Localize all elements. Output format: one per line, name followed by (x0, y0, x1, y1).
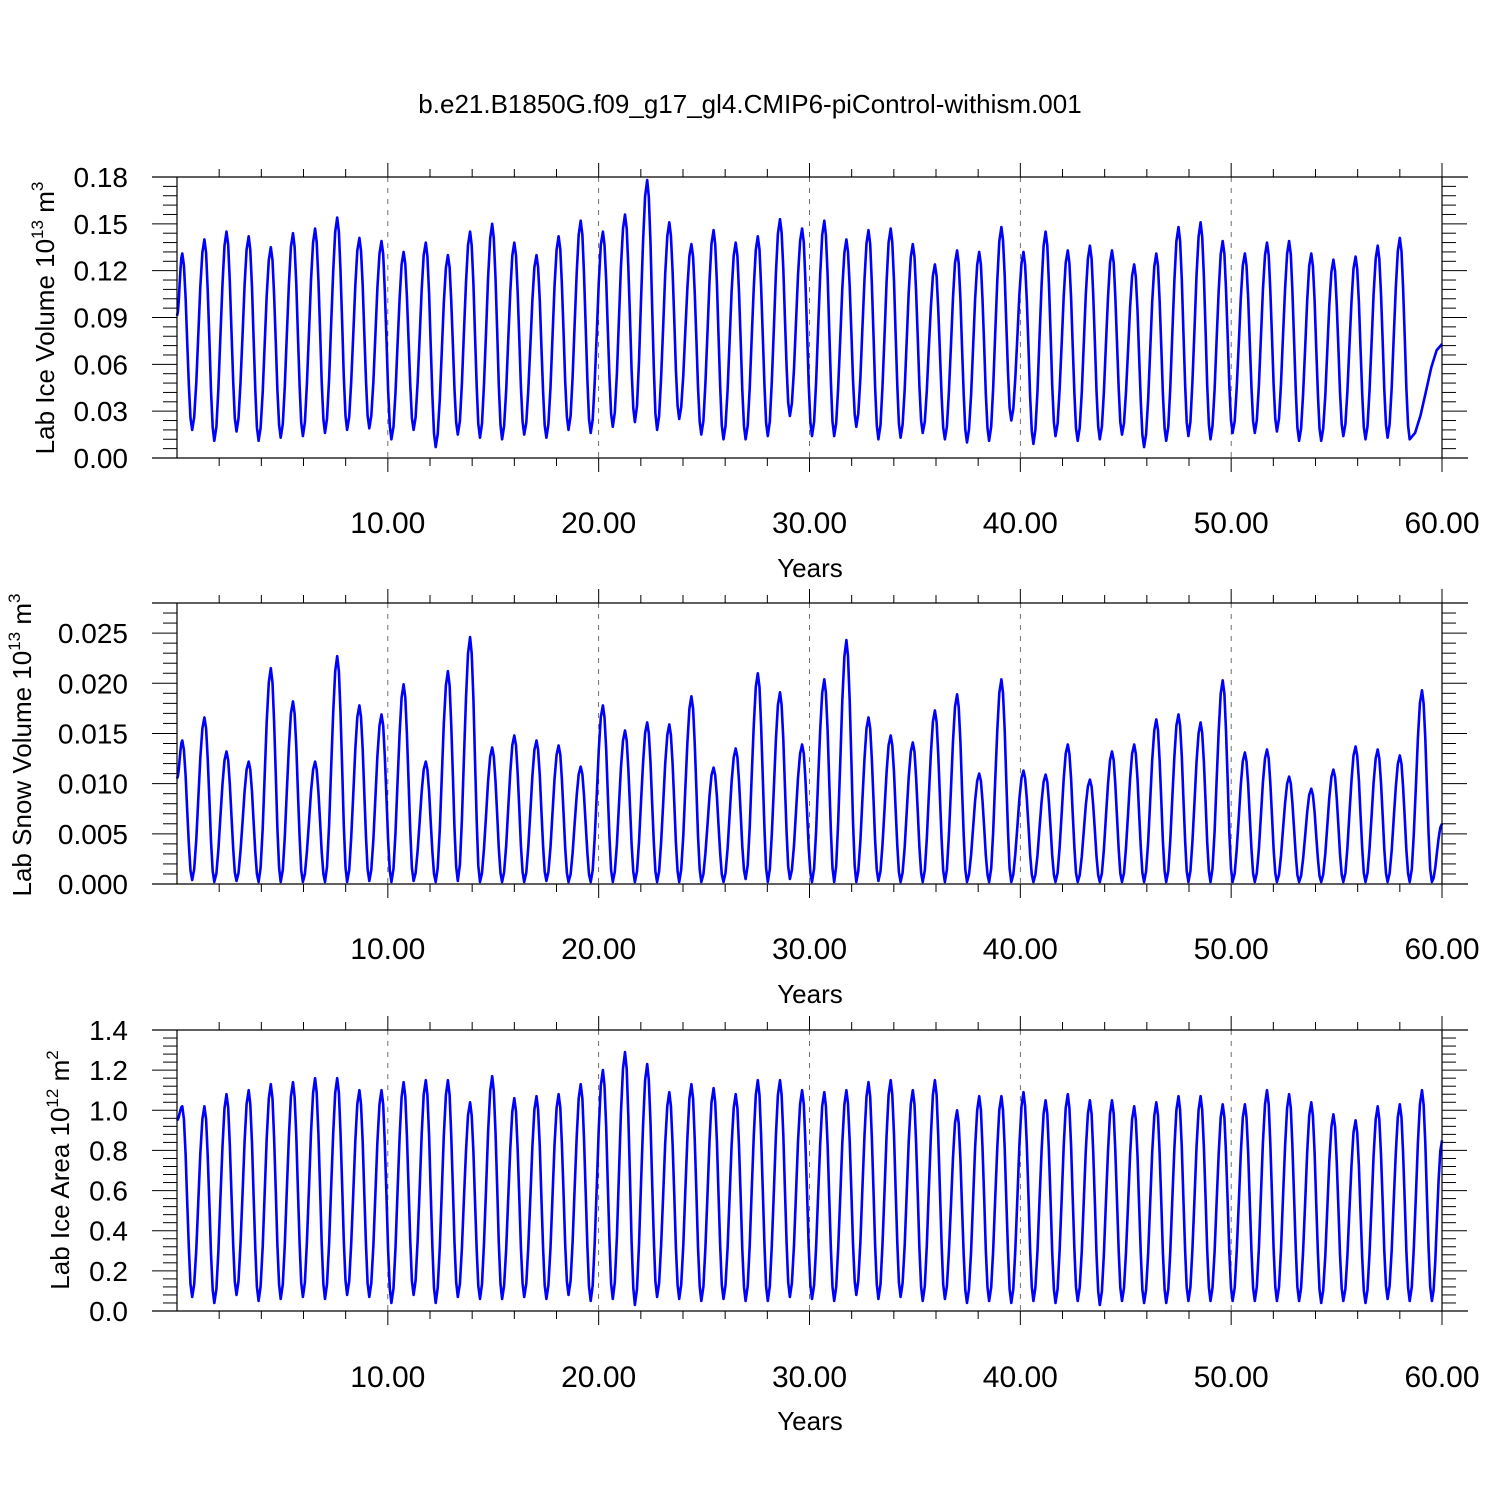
y-axis-label-text: m (30, 191, 60, 220)
x-tick-label: 20.00 (561, 1361, 636, 1394)
x-tick-label: 10.00 (350, 507, 425, 540)
data-series-line (176, 1050, 1444, 1307)
y-axis-label-superscript: 3 (5, 593, 24, 602)
y-tick-label: 0.010 (58, 769, 128, 800)
y-tick-label: 0.00 (74, 443, 129, 474)
y-tick-label: 0.03 (74, 396, 129, 427)
x-tick-label: 40.00 (983, 1361, 1058, 1394)
y-tick-label: 0.025 (58, 618, 128, 649)
y-axis-label-text: m (45, 1060, 75, 1089)
y-tick-label: 0.18 (74, 162, 129, 193)
x-tick-label: 40.00 (983, 933, 1058, 966)
data-series-line (175, 178, 1443, 449)
y-axis-label: Lab Ice Area 1012 m2 (43, 1050, 75, 1289)
y-tick-label: 0.4 (89, 1216, 128, 1247)
y-tick-label: 0.020 (58, 668, 128, 699)
x-axis-label: Years (777, 1406, 843, 1436)
y-tick-label: 1.0 (89, 1095, 128, 1126)
x-tick-label: 60.00 (1404, 507, 1479, 540)
y-axis-label-superscript: 2 (43, 1050, 62, 1059)
x-tick-label: 10.00 (350, 1361, 425, 1394)
x-tick-label: 50.00 (1194, 933, 1269, 966)
x-tick-label: 40.00 (983, 507, 1058, 540)
x-axis-label: Years (777, 979, 843, 1009)
y-tick-label: 0.6 (89, 1176, 128, 1207)
x-tick-label: 60.00 (1404, 1361, 1479, 1394)
y-axis-label-text: Lab Ice Area 10 (45, 1108, 75, 1290)
x-tick-label: 20.00 (561, 507, 636, 540)
x-tick-label: 30.00 (772, 933, 847, 966)
y-tick-label: 0.06 (74, 349, 129, 380)
y-axis-label-superscript: 12 (43, 1089, 62, 1108)
panel-ice-volume: 0.00 0.03 0.06 0.09 0.12 0.15 0.18 10.00 20.00 30… (28, 162, 1480, 583)
x-tick-label: 30.00 (772, 507, 847, 540)
y-tick-label: 1.4 (89, 1015, 128, 1046)
y-axis-label: Lab Snow Volume 1013 m3 (5, 593, 37, 896)
x-tick-label: 50.00 (1194, 507, 1269, 540)
y-tick-label: 0.8 (89, 1135, 128, 1166)
y-tick-label: 0.12 (74, 256, 129, 287)
y-tick-label: 0.0 (89, 1296, 128, 1327)
y-axis-label-superscript: 13 (28, 220, 47, 239)
x-tick-label: 60.00 (1404, 933, 1479, 966)
panel-snow-volume: 0.000 0.005 0.010 0.015 0.020 0.025 10.00 20.00… (5, 589, 1480, 1009)
y-axis-label-text: Lab Snow Volume 10 (7, 651, 37, 897)
x-tick-label: 10.00 (350, 933, 425, 966)
y-tick-label: 1.2 (89, 1055, 128, 1086)
chart-title: b.e21.B1850G.f09_g17_gl4.CMIP6-piControl… (418, 89, 1081, 119)
x-tick-label: 50.00 (1194, 1361, 1269, 1394)
y-axis-label-text: m (7, 603, 37, 632)
y-axis-label-superscript: 3 (28, 182, 47, 191)
y-tick-label: 0.2 (89, 1256, 128, 1287)
y-axis-label-text: Lab Ice Volume 10 (30, 239, 60, 454)
panel-ice-area: 0.0 0.2 0.4 0.6 0.8 1.0 1.2 1.4 10.00 20.00 30.00 4… (43, 1015, 1480, 1436)
y-tick-label: 0.15 (74, 209, 129, 240)
y-tick-label: 0.015 (58, 718, 128, 749)
data-series-line (175, 635, 1444, 884)
y-tick-label: 0.000 (58, 869, 128, 900)
y-tick-label: 0.005 (58, 819, 128, 850)
y-tick-label: 0.09 (74, 303, 129, 334)
x-axis-label: Years (777, 553, 843, 583)
y-axis-label-superscript: 13 (5, 632, 24, 651)
x-tick-label: 20.00 (561, 933, 636, 966)
x-tick-label: 30.00 (772, 1361, 847, 1394)
y-axis-label: Lab Ice Volume 1013 m3 (28, 182, 60, 455)
